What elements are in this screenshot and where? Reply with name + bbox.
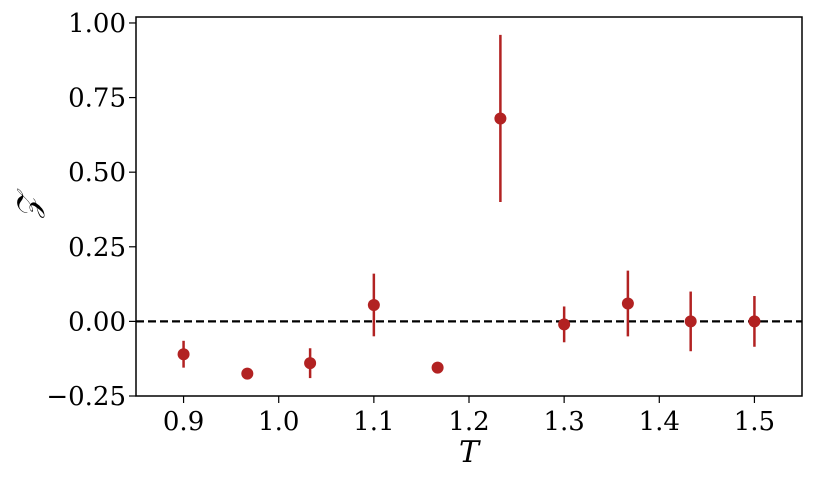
- x-tick-label: 0.9: [163, 407, 204, 437]
- data-point: [177, 348, 190, 361]
- y-tick-label: 0.25: [68, 233, 126, 263]
- x-tick-label: 1.4: [639, 407, 680, 437]
- x-tick-label: 1.2: [448, 407, 489, 437]
- data-point: [241, 367, 254, 380]
- y-tick-label: 1.00: [68, 9, 126, 39]
- x-tick-label: 1.3: [543, 407, 584, 437]
- data-point: [684, 315, 697, 328]
- axis-ticks: 0.9 1.0 1.1 1.2 1.3 1.4 1.5 −0.25 0.00 0.25 0.50 0.…: [46, 9, 775, 437]
- data-point: [367, 298, 380, 311]
- x-tick-label: 1.5: [734, 407, 775, 437]
- x-tick-label: 1.1: [353, 407, 394, 437]
- data-point: [431, 361, 444, 374]
- data-point: [621, 297, 634, 310]
- data-point: [494, 112, 507, 125]
- data-point: [304, 357, 317, 370]
- y-axis-label: 𝒵: [11, 188, 46, 219]
- y-tick-label: 0.00: [68, 307, 126, 337]
- x-axis-label: T: [459, 435, 481, 470]
- plot-area-frame: [135, 16, 803, 397]
- data-point: [748, 315, 761, 328]
- y-tick-label: −0.25: [46, 382, 126, 412]
- x-tick-label: 1.0: [258, 407, 299, 437]
- data-point: [558, 318, 571, 331]
- y-tick-label: 0.50: [68, 158, 126, 188]
- y-tick-label: 0.75: [68, 84, 126, 114]
